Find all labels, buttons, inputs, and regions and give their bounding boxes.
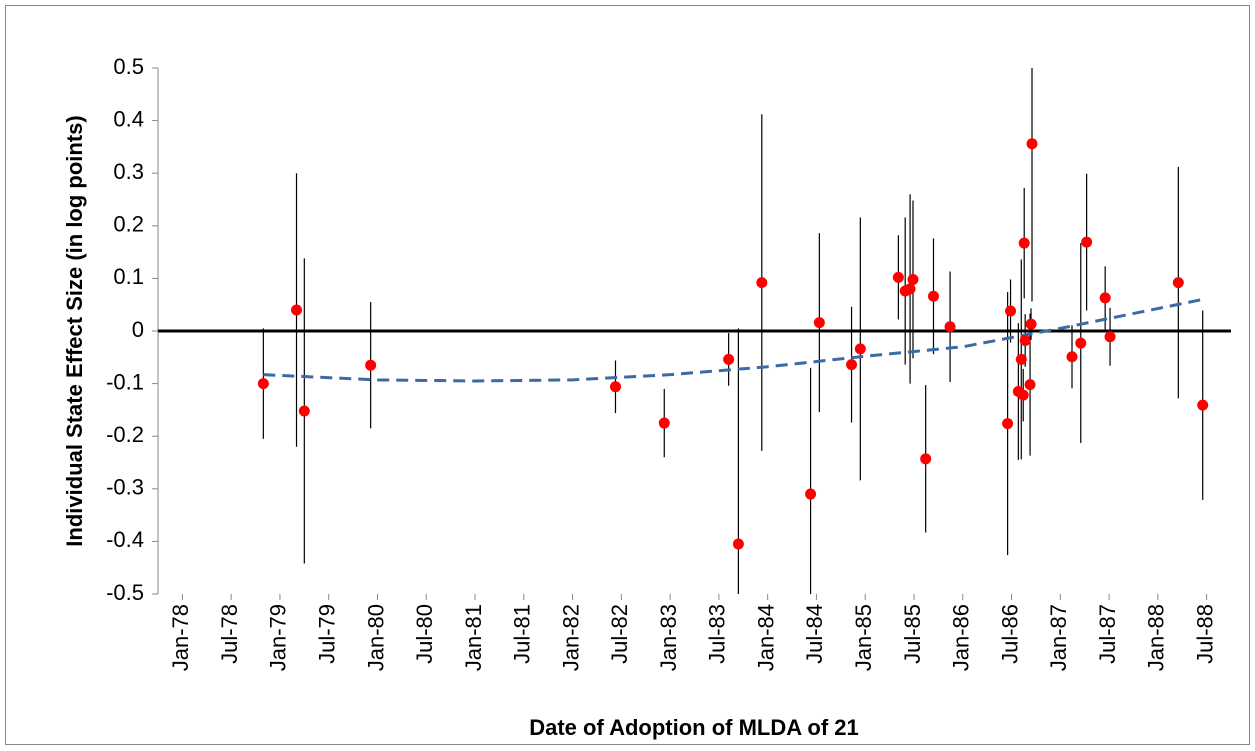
x-tick-label: Jan-87 <box>1046 604 1071 671</box>
y-tick-label: 0.5 <box>113 54 144 79</box>
chart-border <box>5 5 1250 745</box>
x-tick-label: Jul-80 <box>412 604 437 664</box>
x-tick-label: Jul-85 <box>900 604 925 664</box>
x-tick-label: Jan-84 <box>753 604 778 671</box>
y-tick-label: -0.1 <box>106 369 144 394</box>
y-tick-label: 0.4 <box>113 106 144 131</box>
x-tick-label: Jan-86 <box>949 604 974 671</box>
plot-clip-group <box>257 68 1209 594</box>
x-tick-label: Jan-79 <box>266 604 291 671</box>
data-point <box>927 290 939 302</box>
x-tick-label: Jul-87 <box>1095 604 1120 664</box>
x-tick-label: Jul-78 <box>217 604 242 664</box>
data-point <box>257 378 269 390</box>
x-tick-label: Jan-81 <box>461 604 486 671</box>
data-point <box>732 538 744 550</box>
data-point <box>920 453 932 465</box>
x-tick-label: Jul-83 <box>705 604 730 664</box>
data-point <box>1015 353 1027 365</box>
data-point <box>1024 379 1036 391</box>
data-point <box>1197 399 1209 411</box>
data-point <box>805 488 817 500</box>
x-axis-title: Date of Adoption of MLDA of 21 <box>529 715 859 740</box>
data-point <box>1025 318 1037 330</box>
x-tick-label: Jan-78 <box>168 604 193 671</box>
y-tick-label: 0.1 <box>113 264 144 289</box>
data-point <box>1075 337 1087 349</box>
x-tick-label: Jul-84 <box>802 604 827 664</box>
data-point <box>892 271 904 283</box>
y-tick-label: 0 <box>132 317 144 342</box>
y-tick-label: -0.3 <box>106 475 144 500</box>
data-point <box>1066 351 1078 363</box>
data-point <box>1172 277 1184 289</box>
data-point <box>1104 331 1116 343</box>
data-point <box>291 304 303 316</box>
y-tick-label: 0.3 <box>113 159 144 184</box>
data-point <box>723 353 735 365</box>
y-tick-label: 0.2 <box>113 212 144 237</box>
x-tick-label: Jul-81 <box>510 604 535 664</box>
x-tick-label: Jul-79 <box>315 604 340 664</box>
y-axis-title: Individual State Effect Size (in log poi… <box>62 115 87 546</box>
data-point <box>1099 292 1111 304</box>
data-point <box>944 321 956 333</box>
y-tick-label: -0.5 <box>106 580 144 605</box>
data-point <box>1017 389 1029 401</box>
data-point <box>1026 138 1038 150</box>
y-tick-label: -0.2 <box>106 422 144 447</box>
data-point <box>854 343 866 355</box>
x-tick-label: Jul-88 <box>1192 604 1217 664</box>
plot-area: -0.5 -0.4 -0.3 -0.2 -0.1 0 0.1 0.2 0.3 0.4 0.5 Jan-… <box>106 54 1231 671</box>
data-point <box>1005 305 1017 317</box>
x-tick-label: Jan-82 <box>558 604 583 671</box>
data-point <box>609 381 621 393</box>
data-point <box>298 405 310 417</box>
data-point <box>365 359 377 371</box>
data-point <box>1081 236 1093 248</box>
trend-line <box>263 297 1204 383</box>
data-point <box>846 359 858 371</box>
x-tick-label: Jan-88 <box>1144 604 1169 671</box>
x-tick-label: Jan-83 <box>656 604 681 671</box>
data-point <box>904 283 916 295</box>
x-tick-label: Jul-86 <box>997 604 1022 664</box>
y-tick-label: -0.4 <box>106 527 144 552</box>
data-point <box>1019 334 1031 346</box>
data-point <box>813 317 825 329</box>
data-point <box>756 277 768 289</box>
x-tick-label: Jan-85 <box>851 604 876 671</box>
data-point <box>1018 237 1030 249</box>
data-point <box>907 273 919 285</box>
data-point <box>658 417 670 429</box>
data-point <box>1002 418 1014 430</box>
x-tick-label: Jan-80 <box>363 604 388 671</box>
x-tick-label: Jul-82 <box>607 604 632 664</box>
